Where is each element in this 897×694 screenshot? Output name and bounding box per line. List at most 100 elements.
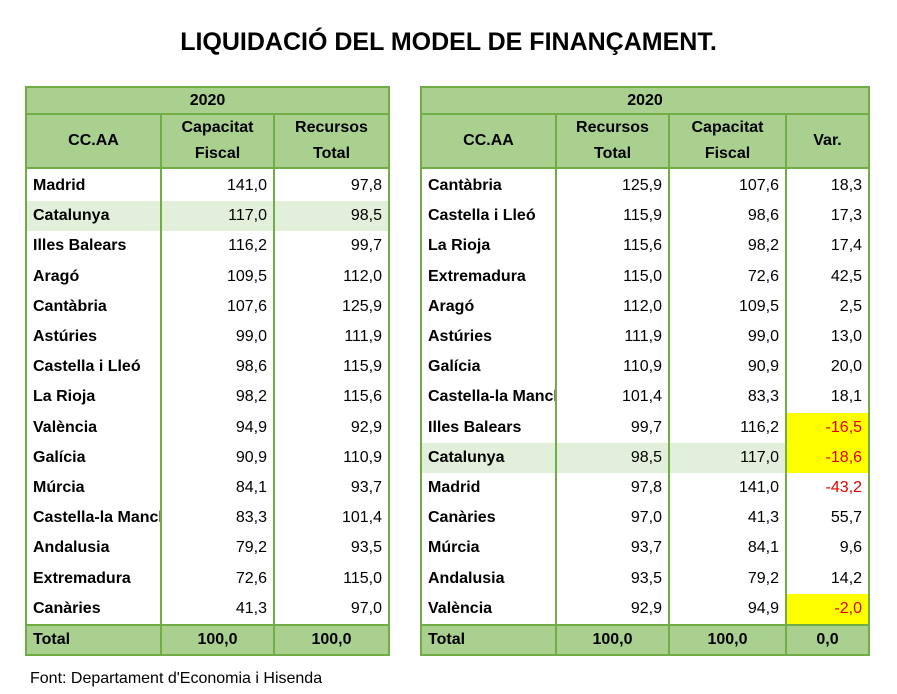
value-cell: 18,1	[784, 382, 871, 413]
column-header: Var.	[784, 113, 871, 169]
region-cell: La Rioja	[25, 382, 162, 413]
value-cell: 97,8	[273, 168, 390, 202]
table-row: Extremadura 115,0 72,6 42,5	[420, 261, 871, 292]
value-cell: 117,0	[668, 442, 787, 473]
value-cell: 92,9	[555, 593, 670, 625]
value-cell: 94,9	[668, 593, 787, 625]
table-row: Catalunya 117,0 98,5	[25, 201, 390, 232]
region-cell: Illes Balears	[420, 412, 557, 443]
region-cell: València	[420, 593, 557, 625]
value-cell: 141,0	[668, 472, 787, 504]
table-row: Canàries 41,3 97,0	[25, 593, 390, 625]
region-cell: Madrid	[25, 168, 162, 202]
value-cell: 83,3	[668, 382, 787, 413]
table-row: Madrid 141,0 97,8	[25, 168, 390, 202]
region-cell: Castella i Lleó	[420, 201, 557, 232]
table-row: Cantàbria 107,6 125,9	[25, 291, 390, 322]
region-cell: Andalusia	[420, 563, 557, 594]
region-cell: Canàries	[25, 593, 162, 625]
value-cell: 141,0	[160, 168, 275, 202]
value-cell: 111,9	[555, 321, 670, 353]
region-cell: Castella-la Mancha	[25, 503, 162, 534]
region-cell: Extremadura	[25, 563, 162, 594]
region-cell: Illes Balears	[25, 231, 162, 262]
value-cell: 98,6	[668, 201, 787, 232]
value-cell: 99,0	[160, 321, 275, 353]
value-cell: 17,4	[784, 231, 871, 262]
value-cell: 92,9	[273, 412, 390, 443]
value-cell: 117,0	[160, 201, 275, 232]
region-cell: Andalusia	[25, 533, 162, 564]
region-cell: Múrcia	[420, 533, 557, 564]
value-cell: 125,9	[555, 168, 670, 202]
value-cell: 97,0	[555, 503, 670, 534]
region-cell: Catalunya	[420, 442, 557, 473]
value-cell: 97,8	[555, 472, 670, 504]
total-cell: 100,0	[273, 623, 390, 656]
table-row: Astúries 111,9 99,0 13,0	[420, 321, 871, 353]
table-row: Galícia 90,9 110,9	[25, 442, 390, 473]
value-cell: 111,9	[273, 321, 390, 353]
table-row: Múrcia 93,7 84,1 9,6	[420, 533, 871, 564]
value-cell: -43,2	[784, 472, 871, 504]
table-row: Aragó 109,5 112,0	[25, 261, 390, 292]
year-header: 2020	[25, 86, 390, 115]
value-cell: 112,0	[273, 261, 390, 292]
total-cell: 0,0	[784, 623, 871, 656]
column-header: Recursos Total	[273, 113, 390, 169]
value-cell: 109,5	[160, 261, 275, 292]
column-header: CC.AA	[25, 113, 162, 169]
table-row: Andalusia 79,2 93,5	[25, 533, 390, 564]
value-cell: 116,2	[668, 412, 787, 443]
value-cell: 125,9	[273, 291, 390, 322]
value-cell: 14,2	[784, 563, 871, 594]
value-cell: 84,1	[160, 472, 275, 504]
value-cell: 98,2	[160, 382, 275, 413]
table-row: Castella i Lleó 98,6 115,9	[25, 352, 390, 383]
region-cell: Madrid	[420, 472, 557, 504]
region-cell: Canàries	[420, 503, 557, 534]
table-row: València 94,9 92,9	[25, 412, 390, 443]
value-cell: 109,5	[668, 291, 787, 322]
value-cell: 112,0	[555, 291, 670, 322]
region-cell: Catalunya	[25, 201, 162, 232]
value-cell: 9,6	[784, 533, 871, 564]
region-cell: Galícia	[25, 442, 162, 473]
value-cell: 93,5	[555, 563, 670, 594]
value-cell: 55,7	[784, 503, 871, 534]
value-cell: 115,9	[555, 201, 670, 232]
value-cell: 98,5	[555, 442, 670, 473]
value-cell: 101,4	[555, 382, 670, 413]
region-cell: Cantàbria	[25, 291, 162, 322]
region-cell: Múrcia	[25, 472, 162, 504]
total-cell: 100,0	[668, 623, 787, 656]
table-row: Canàries 97,0 41,3 55,7	[420, 503, 871, 534]
value-cell: 115,9	[273, 352, 390, 383]
total-cell: Total	[25, 623, 162, 656]
value-cell: 115,6	[273, 382, 390, 413]
region-cell: Astúries	[420, 321, 557, 353]
value-cell: 98,2	[668, 231, 787, 262]
value-cell: 98,6	[160, 352, 275, 383]
table-row: La Rioja 98,2 115,6	[25, 382, 390, 413]
column-header: Capacitat Fiscal	[160, 113, 275, 169]
value-cell: 93,7	[555, 533, 670, 564]
value-cell: 72,6	[160, 563, 275, 594]
region-cell: Astúries	[25, 321, 162, 353]
value-cell: 42,5	[784, 261, 871, 292]
table-row: Castella-la Mancha101,483,318,1	[420, 382, 871, 413]
total-cell: 100,0	[555, 623, 670, 656]
total-cell: 100,0	[160, 623, 275, 656]
table-row: València 92,9 94,9 -2,0	[420, 593, 871, 625]
value-cell: 110,9	[273, 442, 390, 473]
value-cell: 107,6	[160, 291, 275, 322]
table-row: Illes Balears 99,7 116,2 -16,5	[420, 412, 871, 443]
value-cell: 90,9	[160, 442, 275, 473]
value-cell: 2,5	[784, 291, 871, 322]
value-cell: 83,3	[160, 503, 275, 534]
value-cell: 107,6	[668, 168, 787, 202]
table-row: Múrcia 84,1 93,7	[25, 472, 390, 504]
table-row: Galícia 110,9 90,9 20,0	[420, 352, 871, 383]
value-cell: -2,0	[784, 593, 871, 625]
value-cell: 115,6	[555, 231, 670, 262]
